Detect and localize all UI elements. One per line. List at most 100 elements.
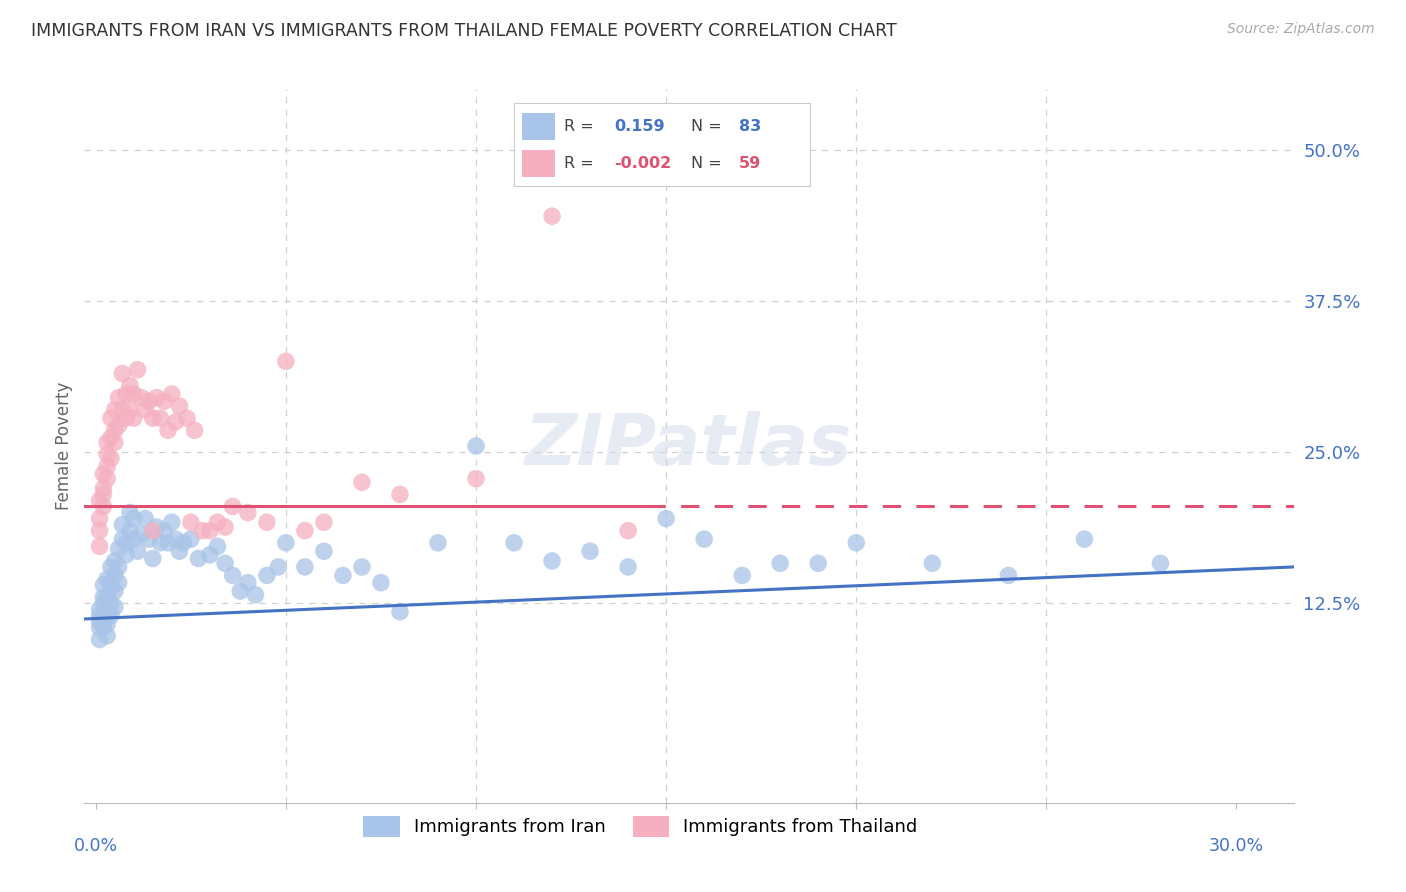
Y-axis label: Female Poverty: Female Poverty [55,382,73,510]
Point [96,605,118,619]
Point [149,535,172,549]
Point [93,481,115,495]
Point [214,520,236,534]
Point [104,554,127,568]
Point [89,632,111,647]
Point [93,578,115,592]
Text: Source: ZipAtlas.com: Source: ZipAtlas.com [1227,22,1375,37]
Point [541,554,564,568]
Point [131,391,153,405]
Point [89,511,111,525]
Point [1073,532,1095,546]
Point [769,557,792,571]
Point [93,590,115,604]
Point [115,548,138,562]
Point [153,524,176,538]
Point [118,402,141,417]
Point [127,544,149,558]
Point [96,590,118,604]
Point [107,560,129,574]
Point [807,557,830,571]
Point [111,367,134,381]
Point [921,557,943,571]
Point [160,515,183,529]
Point [131,527,153,541]
Point [89,620,111,634]
Point [617,560,640,574]
Point [332,568,354,582]
Point [96,472,118,486]
Point [312,515,335,529]
Point [100,431,122,445]
Point [104,402,127,417]
Point [100,560,122,574]
Point [122,511,145,525]
Text: IMMIGRANTS FROM IRAN VS IMMIGRANTS FROM THAILAND FEMALE POVERTY CORRELATION CHAR: IMMIGRANTS FROM IRAN VS IMMIGRANTS FROM … [31,22,897,40]
Point [294,560,316,574]
Legend: Immigrants from Iran, Immigrants from Thailand: Immigrants from Iran, Immigrants from Th… [356,808,925,844]
Point [274,535,297,549]
Point [89,608,111,623]
Point [104,584,127,599]
Point [118,378,141,392]
Point [107,541,129,556]
Point [149,411,172,425]
Point [134,511,156,525]
Point [142,551,165,566]
Point [465,439,488,453]
Point [100,451,122,466]
Point [350,560,373,574]
Point [256,568,278,582]
Point [100,596,122,610]
Point [845,535,868,549]
Point [107,418,129,433]
Point [89,602,111,616]
Point [89,615,111,629]
Text: 30.0%: 30.0% [1209,837,1264,855]
Point [312,544,335,558]
Point [236,506,259,520]
Point [107,575,129,590]
Point [187,551,209,566]
Point [388,487,411,501]
Point [274,354,297,368]
Point [350,475,373,490]
Point [100,608,122,623]
Point [104,435,127,450]
Point [388,605,411,619]
Point [104,568,127,582]
Point [465,472,488,486]
Point [93,500,115,514]
Point [122,411,145,425]
Point [111,532,134,546]
Point [180,515,202,529]
Point [145,520,167,534]
Point [229,584,252,599]
Point [655,511,678,525]
Text: ZIPatlas: ZIPatlas [526,411,852,481]
Point [93,620,115,634]
Point [370,575,392,590]
Point [93,467,115,481]
Point [138,394,160,409]
Point [122,387,145,401]
Point [503,535,526,549]
Point [89,524,111,538]
Point [138,532,160,546]
Point [183,423,205,437]
Point [107,391,129,405]
Point [104,599,127,614]
Point [156,423,179,437]
Point [127,363,149,377]
Point [145,391,167,405]
Point [111,402,134,417]
Point [191,524,214,538]
Point [294,524,316,538]
Point [207,515,229,529]
Point [169,399,191,413]
Point [256,515,278,529]
Point [96,629,118,643]
Point [89,540,111,554]
Point [100,411,122,425]
Point [104,423,127,437]
